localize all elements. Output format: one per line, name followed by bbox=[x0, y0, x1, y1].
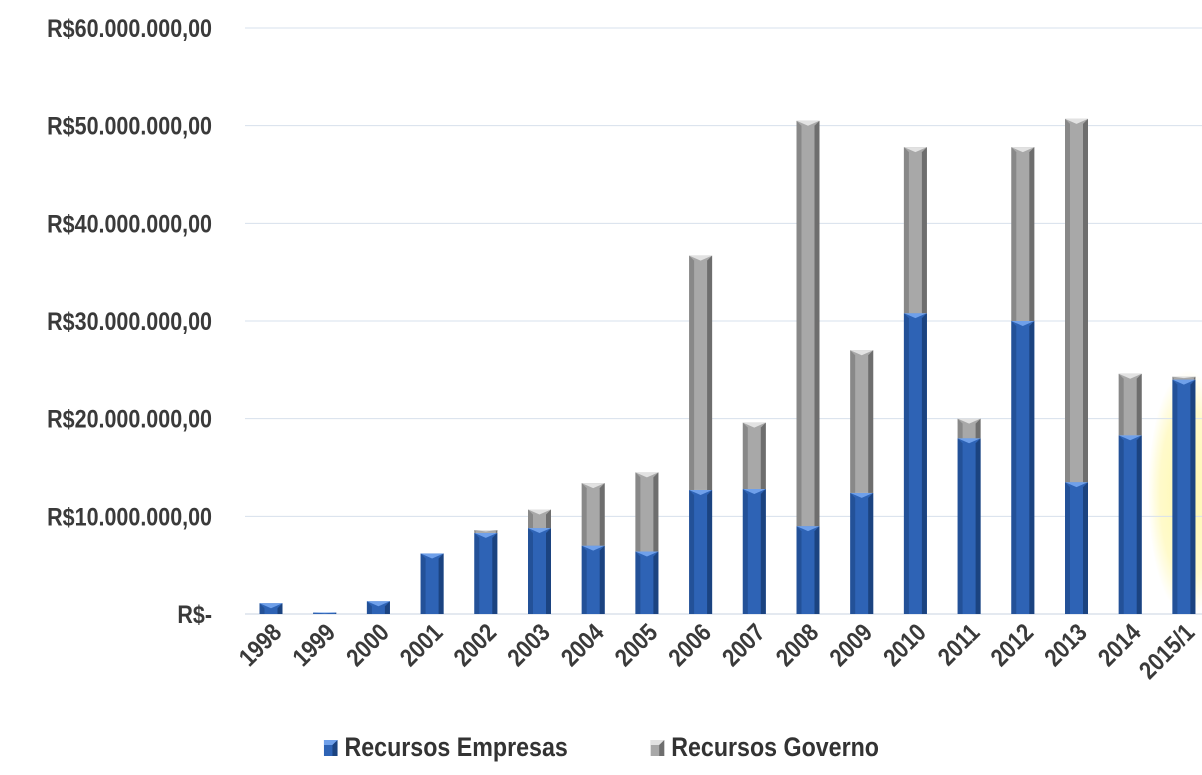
x-axis-ticks: 1998 1999 2000 2001 2002 2003 2004 2005 2006 2007… bbox=[233, 618, 1199, 684]
bar-governo bbox=[957, 418, 981, 439]
bar-empresas bbox=[796, 526, 820, 614]
x-tick-label: 2010 bbox=[878, 618, 932, 672]
legend-swatch-empresas-icon bbox=[324, 739, 339, 756]
x-tick-label: 2011 bbox=[932, 618, 985, 671]
x-tick-label: 2006 bbox=[663, 618, 717, 672]
x-tick-label: 2009 bbox=[824, 618, 878, 672]
x-tick-label: 2001 bbox=[394, 618, 448, 672]
bar-empresas bbox=[1118, 435, 1142, 614]
bars bbox=[259, 118, 1196, 614]
legend-item-empresas[interactable]: Recursos Empresas bbox=[324, 732, 568, 763]
gridlines bbox=[245, 27, 1202, 615]
bar-governo bbox=[742, 422, 766, 489]
legend-label-governo: Recursos Governo bbox=[671, 732, 880, 762]
bar-governo bbox=[850, 350, 874, 493]
bar-empresas bbox=[957, 438, 981, 614]
bar-empresas bbox=[259, 603, 283, 614]
bar-empresas bbox=[850, 492, 874, 614]
y-tick-label: R$20.000.000,00 bbox=[47, 405, 212, 433]
bar-empresas bbox=[474, 532, 498, 614]
x-tick-label: 2000 bbox=[341, 618, 395, 672]
bar-empresas bbox=[635, 551, 659, 614]
bar-empresas bbox=[689, 489, 713, 614]
bar-governo bbox=[1011, 147, 1035, 321]
x-tick-label: 2004 bbox=[555, 618, 609, 672]
bar-governo bbox=[474, 530, 498, 533]
x-tick-label: 2007 bbox=[717, 618, 771, 672]
bar-empresas bbox=[1065, 482, 1088, 614]
legend-label-empresas: Recursos Empresas bbox=[344, 732, 569, 762]
bar-governo bbox=[689, 255, 713, 490]
x-tick-label: 2005 bbox=[609, 618, 663, 672]
y-tick-label: R$40.000.000,00 bbox=[47, 210, 212, 238]
x-tick-label: 2008 bbox=[770, 618, 824, 672]
x-tick-label: 2002 bbox=[448, 618, 502, 672]
y-tick-label: R$60.000.000,00 bbox=[47, 14, 212, 42]
bar-governo bbox=[635, 472, 659, 552]
bar-empresas bbox=[313, 612, 337, 614]
bar-empresas bbox=[1011, 321, 1035, 614]
x-tick-label: 2013 bbox=[1039, 618, 1093, 672]
x-tick-label: 2003 bbox=[502, 618, 556, 672]
bar-empresas bbox=[1172, 379, 1196, 614]
y-axis-ticks: R$- R$10.000.000,00 R$20.000.000,00 R$30.00… bbox=[47, 14, 212, 628]
bar-empresas bbox=[903, 313, 927, 614]
bar-governo bbox=[1118, 373, 1142, 436]
bar-empresas bbox=[366, 601, 390, 614]
bar-governo bbox=[796, 120, 820, 527]
x-tick-label: 2012 bbox=[985, 618, 1039, 672]
x-tick-label: 1999 bbox=[287, 618, 341, 672]
bar-empresas bbox=[528, 528, 551, 614]
x-tick-label: 1998 bbox=[233, 618, 287, 672]
x-tick-label: 2015/1 bbox=[1134, 618, 1200, 684]
legend-swatch-governo-icon bbox=[650, 739, 665, 756]
bar-empresas bbox=[742, 488, 766, 614]
legend: Recursos Empresas Recursos Governo bbox=[0, 732, 1202, 763]
bar-governo bbox=[1065, 118, 1088, 483]
y-tick-label: R$50.000.000,00 bbox=[47, 112, 212, 140]
legend-item-governo[interactable]: Recursos Governo bbox=[650, 732, 880, 763]
bar-empresas bbox=[420, 553, 444, 614]
y-tick-label: R$- bbox=[177, 600, 212, 628]
bar-governo bbox=[1172, 376, 1196, 380]
bar-governo bbox=[581, 483, 605, 546]
bar-empresas bbox=[581, 545, 605, 614]
y-tick-label: R$10.000.000,00 bbox=[47, 503, 212, 531]
bar-governo bbox=[903, 147, 927, 314]
bar-governo bbox=[528, 509, 551, 529]
y-tick-label: R$30.000.000,00 bbox=[47, 307, 212, 335]
